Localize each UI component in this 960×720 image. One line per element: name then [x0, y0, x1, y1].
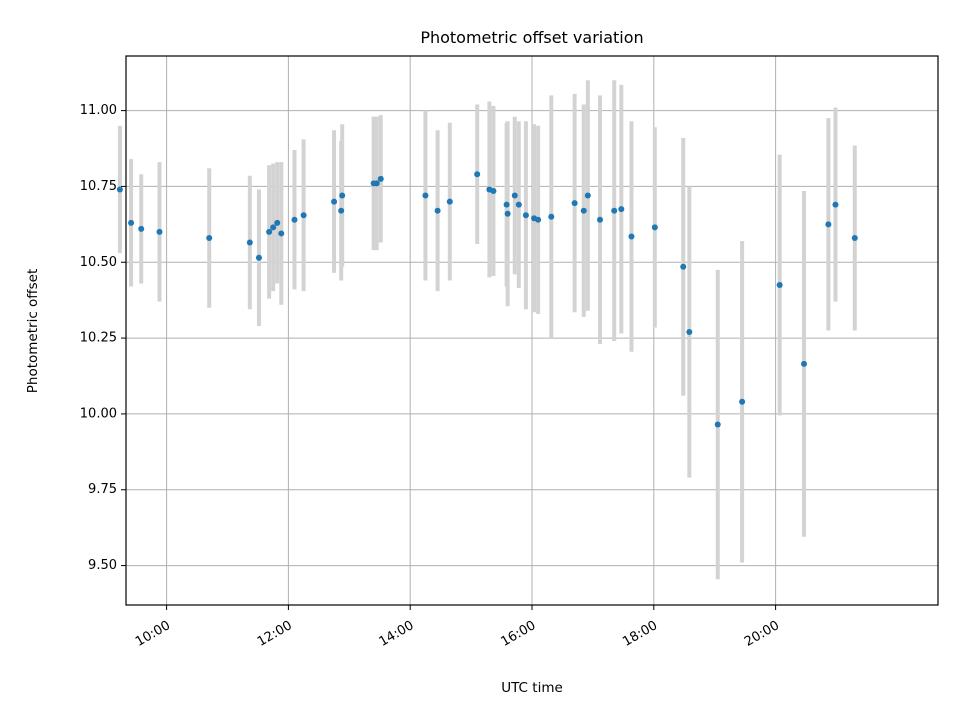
data-point: [714, 421, 721, 428]
data-point: [446, 198, 453, 205]
data-point: [522, 212, 529, 219]
data-point: [515, 201, 522, 208]
point-layer: [116, 171, 858, 428]
data-point: [548, 213, 555, 220]
data-point: [278, 230, 285, 237]
chart-title: Photometric offset variation: [420, 28, 643, 47]
y-tick-label: 11.00: [80, 103, 117, 118]
data-point: [128, 219, 135, 226]
data-point: [291, 216, 298, 223]
data-point: [490, 187, 497, 194]
data-point: [611, 207, 618, 214]
data-point: [832, 201, 839, 208]
data-point: [851, 234, 858, 241]
data-point: [739, 398, 746, 405]
data-point: [511, 192, 518, 199]
data-point: [535, 216, 542, 223]
data-point: [300, 212, 307, 219]
data-point: [597, 216, 604, 223]
data-point: [338, 207, 345, 214]
data-point: [503, 201, 510, 208]
data-point: [504, 210, 511, 217]
y-tick-label: 10.25: [80, 331, 117, 346]
data-point: [776, 282, 783, 289]
data-point: [138, 225, 145, 232]
data-point: [274, 219, 281, 226]
data-point: [156, 228, 163, 235]
data-point: [571, 200, 578, 207]
data-point: [580, 207, 587, 214]
y-tick-label: 10.50: [80, 255, 117, 270]
data-point: [255, 254, 262, 261]
data-point: [474, 171, 481, 178]
data-point: [618, 206, 625, 213]
y-tick-label: 9.75: [88, 482, 117, 497]
data-point: [116, 186, 123, 193]
data-point: [246, 239, 253, 246]
y-tick-label: 9.50: [88, 558, 117, 573]
data-point: [377, 175, 384, 182]
data-point: [206, 234, 213, 241]
data-point: [801, 360, 808, 367]
y-tick-label: 10.75: [80, 179, 117, 194]
data-point: [339, 192, 346, 199]
x-axis-label: UTC time: [501, 680, 563, 696]
data-point: [686, 329, 693, 336]
data-point: [584, 192, 591, 199]
data-point: [270, 224, 277, 231]
data-point: [680, 263, 687, 270]
data-point: [373, 180, 380, 187]
data-point: [331, 198, 338, 205]
y-tick-label: 10.00: [80, 406, 117, 421]
y-axis-label: Photometric offset: [25, 269, 41, 393]
data-point: [825, 221, 832, 228]
data-point: [628, 233, 635, 240]
data-point: [434, 207, 441, 214]
data-point: [651, 224, 658, 231]
data-point: [266, 228, 273, 235]
data-point: [422, 192, 429, 199]
tick-layer: 10:00 12:00 14:00 16:00 18:00 20:009.509.7510…: [80, 103, 782, 650]
